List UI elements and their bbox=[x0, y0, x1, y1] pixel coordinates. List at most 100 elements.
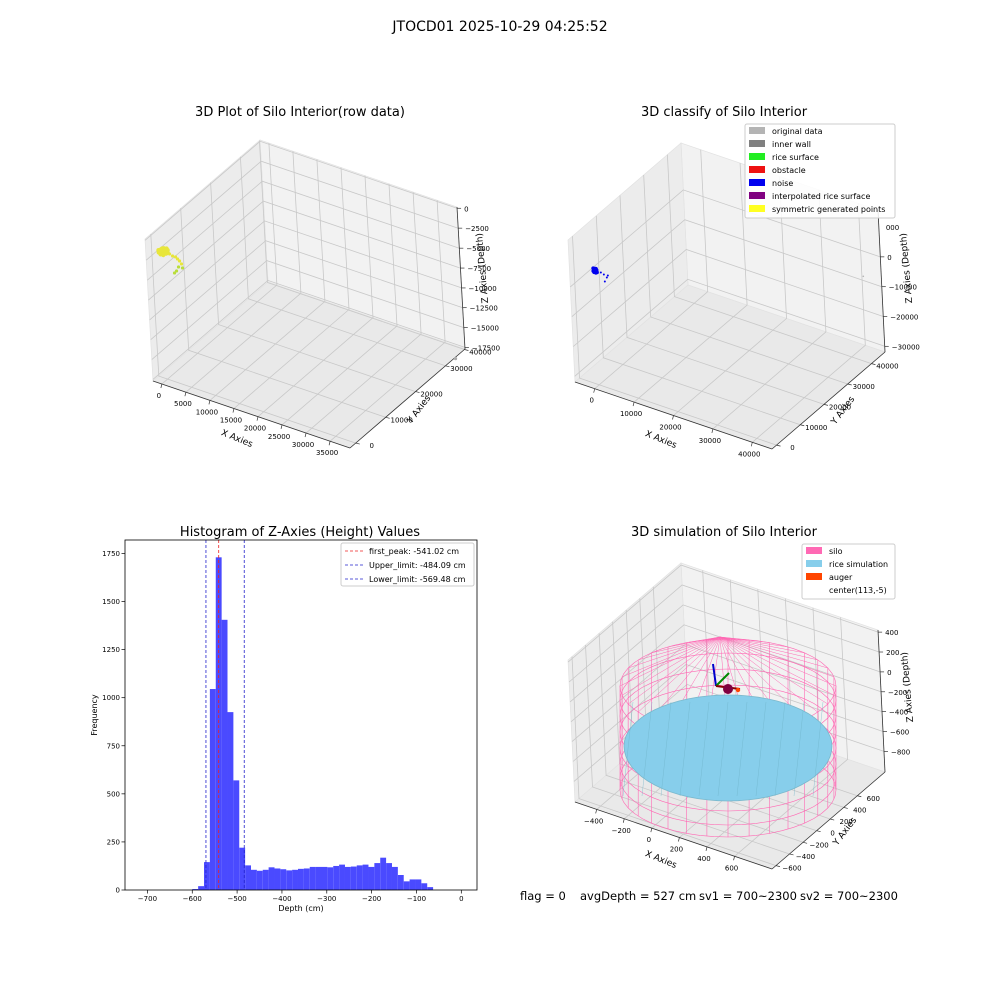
y-tick bbox=[775, 865, 781, 867]
legend-label: interpolated rice surface bbox=[772, 192, 870, 201]
gridline bbox=[570, 189, 881, 288]
subplot-simulation-title: 3D simulation of Silo Interior bbox=[631, 525, 818, 540]
y-tick-label: 20000 bbox=[420, 391, 442, 399]
silo-roof-wire bbox=[719, 636, 828, 705]
x-tick-label: 30000 bbox=[292, 441, 314, 449]
y-axis-label: Frequency bbox=[90, 694, 99, 736]
x-tick bbox=[232, 408, 235, 413]
legend-label: inner wall bbox=[772, 140, 811, 149]
y-tick-label: 1000 bbox=[102, 694, 120, 702]
x-tick-label: 0 bbox=[157, 392, 161, 400]
x-tick bbox=[160, 383, 163, 389]
data-point bbox=[167, 252, 172, 256]
legend-label: rice simulation bbox=[829, 560, 888, 569]
data-point bbox=[174, 269, 179, 273]
silo-roof-wire bbox=[719, 636, 805, 654]
x-tick-label: 0 bbox=[459, 895, 463, 903]
x-tick bbox=[595, 809, 598, 814]
histogram-bar bbox=[303, 868, 310, 890]
silo-roof-wire bbox=[719, 636, 837, 687]
data-point bbox=[160, 247, 165, 253]
legend-frame bbox=[744, 123, 896, 219]
rice-simulation-surface bbox=[623, 694, 833, 802]
y-tick bbox=[847, 383, 852, 386]
x-tick-label: 0 bbox=[589, 397, 593, 405]
x-tick-label: −400 bbox=[584, 817, 603, 825]
gridline bbox=[569, 604, 881, 703]
gridline bbox=[305, 192, 422, 434]
y-tick-label: 0 bbox=[830, 830, 834, 838]
silo-roof-wire bbox=[719, 636, 818, 661]
x-tick bbox=[733, 856, 735, 861]
x-axis-label: Depth (cm) bbox=[278, 904, 323, 913]
figure-suptitle: JTOCD01 2025-10-29 04:25:52 bbox=[391, 19, 607, 35]
gridline bbox=[233, 167, 350, 409]
histogram-bar bbox=[256, 870, 263, 890]
y-tick bbox=[857, 795, 862, 798]
x-axis-line bbox=[152, 380, 351, 449]
histogram-bar bbox=[204, 862, 210, 890]
y-tick-label: 250 bbox=[107, 838, 120, 846]
x-tick-label: −400 bbox=[272, 895, 291, 903]
z-tick-label: 000 bbox=[886, 224, 899, 232]
histogram-bar bbox=[350, 866, 357, 890]
legend-swatch bbox=[749, 205, 765, 212]
y-tick-label: 20000 bbox=[829, 403, 851, 411]
histogram-bar bbox=[215, 557, 222, 890]
subplot-raw-data: 3D Plot of Silo Interior(row data) 0 5000… bbox=[144, 105, 500, 457]
z-tick-label: −20000 bbox=[890, 314, 918, 322]
histogram-bar bbox=[245, 865, 251, 890]
legend-swatch bbox=[806, 547, 822, 554]
gridline bbox=[329, 200, 446, 442]
legend-swatch bbox=[749, 127, 765, 134]
y-tick-label: 1250 bbox=[102, 646, 120, 654]
histogram-bar bbox=[327, 867, 334, 890]
silo-roof-wire bbox=[719, 636, 835, 696]
legend-swatch bbox=[806, 573, 822, 580]
histogram-bar bbox=[198, 886, 205, 890]
y-tick bbox=[789, 853, 794, 856]
silo-roof-wire bbox=[719, 636, 834, 678]
histogram-bar bbox=[409, 879, 416, 890]
x-tick-label: −600 bbox=[183, 895, 202, 903]
y-tick-label: −200 bbox=[809, 841, 828, 849]
gridline bbox=[585, 644, 790, 855]
histogram-bar bbox=[262, 869, 269, 890]
z-tick-label: 0 bbox=[887, 669, 891, 677]
status-avg-depth: avgDepth = 527 cm bbox=[580, 889, 696, 903]
gridline bbox=[734, 617, 849, 857]
y-tick-label: 500 bbox=[107, 790, 120, 798]
histogram-bar bbox=[221, 619, 228, 890]
z-axis-label: Z Axies (Depth) bbox=[899, 233, 915, 304]
z-axis-line bbox=[877, 629, 886, 773]
x-tick bbox=[632, 402, 635, 407]
gridline bbox=[210, 182, 416, 392]
y-tick-label: −400 bbox=[796, 853, 815, 861]
y-tick-label: 1500 bbox=[102, 598, 120, 606]
auger-marker bbox=[735, 687, 741, 693]
x-tick bbox=[304, 432, 307, 438]
histogram-bar bbox=[268, 867, 275, 890]
gridline bbox=[612, 621, 817, 832]
silo-roof-wire bbox=[719, 636, 770, 643]
silo-roof-wire bbox=[638, 636, 721, 713]
x-axis-line bbox=[574, 801, 773, 870]
histogram-bar bbox=[356, 865, 363, 890]
legend-label: obstacle bbox=[772, 166, 806, 175]
x-tick-label: 0 bbox=[647, 836, 651, 844]
z-tick-label: −30000 bbox=[892, 343, 920, 351]
data-point bbox=[594, 268, 599, 273]
rice-mesh-line bbox=[812, 701, 824, 797]
rice-mesh-line bbox=[660, 701, 672, 797]
gridline bbox=[567, 564, 879, 663]
z-tick-label: −12500 bbox=[470, 305, 498, 313]
histogram-bar bbox=[391, 866, 398, 890]
legend-label: silo bbox=[829, 547, 843, 556]
histogram-bar bbox=[298, 868, 304, 890]
y-tick-label: 0 bbox=[790, 444, 794, 452]
histogram-bar bbox=[421, 883, 428, 890]
silo-roof-wire bbox=[719, 636, 818, 713]
z-tick-label: −600 bbox=[890, 729, 909, 737]
x-tick-label: 35000 bbox=[316, 449, 338, 457]
x-tick-label: 15000 bbox=[220, 417, 242, 425]
